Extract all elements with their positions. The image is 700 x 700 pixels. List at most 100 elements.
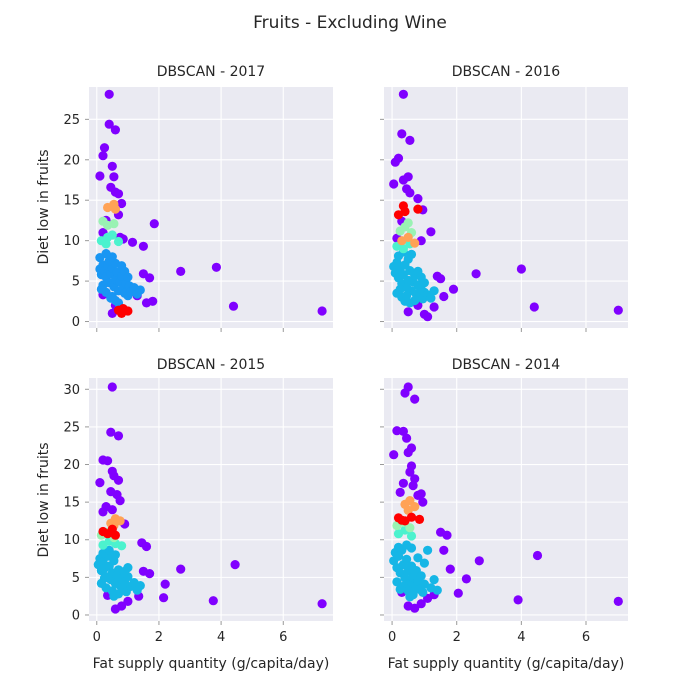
x-tick-label: 4 [217, 630, 225, 645]
point-noise [445, 564, 455, 574]
x-tick-label: 0 [388, 630, 396, 645]
tick-labels [380, 118, 587, 332]
point-noise [141, 541, 152, 552]
data-points [389, 89, 623, 322]
point-orange [403, 232, 413, 242]
point-noise [413, 194, 423, 204]
point-noise [429, 302, 439, 312]
point-noise [516, 264, 527, 274]
point-aqua [117, 541, 127, 551]
point-noise [110, 604, 120, 614]
point-noise [141, 298, 152, 308]
point-noise [104, 89, 114, 99]
point-skyblue [405, 592, 415, 602]
y-tick-label: 10 [63, 234, 80, 249]
point-skyblue [406, 249, 417, 259]
tick-labels: 0 5 10 15 20 25 [63, 113, 284, 332]
gridlines [89, 87, 333, 328]
point-noise [613, 596, 623, 607]
point-noise [410, 394, 420, 404]
point-skyblue [426, 293, 436, 303]
y-axis-label-top: Diet low in fruits [36, 149, 52, 264]
point-noise [107, 382, 117, 392]
point-skyblue [406, 543, 417, 553]
y-tick-label: 25 [63, 420, 80, 435]
point-noise [405, 188, 415, 198]
point-noise [113, 189, 124, 199]
point-noise [418, 497, 428, 507]
y-tick-label: 15 [63, 496, 80, 511]
point-skyblue [429, 575, 439, 585]
x-tick-label: 0 [93, 630, 101, 645]
x-tick-label: 2 [453, 630, 461, 645]
y-tick-label: 5 [72, 275, 80, 290]
point-noise [408, 481, 418, 491]
point-noise [101, 502, 111, 512]
point-orange [403, 505, 413, 515]
point-noise [208, 596, 218, 606]
point-noise [98, 151, 108, 161]
point-noise [532, 550, 543, 561]
point-aqua [103, 232, 113, 242]
point-aqua [113, 236, 124, 247]
subplot-title: DBSCAN - 2017 [157, 64, 265, 80]
point-noise [405, 467, 415, 477]
point-skyblue [416, 571, 426, 581]
figure-title: Fruits - Excluding Wine [253, 13, 447, 33]
point-red [397, 515, 407, 525]
point-noise [513, 595, 523, 605]
y-tick-label: 0 [72, 315, 80, 330]
data-points [95, 89, 327, 318]
point-noise [138, 241, 148, 251]
point-blue [96, 284, 106, 294]
point-noise [113, 431, 124, 441]
point-skyblue [99, 573, 110, 583]
tick-labels: 0 2 4 6 [380, 388, 590, 645]
point-skyblue [423, 545, 433, 555]
gridlines [384, 87, 628, 328]
x-tick-label: 4 [517, 630, 525, 645]
point-skyblue [392, 577, 402, 587]
point-noise [104, 119, 114, 129]
point-noise [228, 301, 239, 311]
point-skyblue [395, 584, 405, 595]
tick-labels: 0 2 4 6 0 5 10 15 20 25 30 [63, 383, 287, 645]
subplot-title: DBSCAN - 2014 [452, 357, 561, 373]
subplot-title: DBSCAN - 2016 [452, 64, 561, 80]
point-noise [402, 433, 412, 443]
subplot-2016: DBSCAN - 2016 [380, 64, 628, 332]
point-noise [403, 601, 413, 611]
y-tick-label: 30 [63, 383, 80, 398]
point-noise [149, 219, 159, 229]
y-tick-label: 20 [63, 458, 80, 473]
point-noise [416, 599, 426, 609]
point-noise [397, 129, 407, 139]
point-noise [115, 496, 125, 506]
subplot-2015: DBSCAN - 2015 0 2 4 6 0 5 10 15 20 25 30 [63, 357, 333, 645]
point-noise [442, 530, 452, 540]
point-noise [448, 284, 459, 294]
point-blue [123, 272, 133, 282]
point-skyblue [402, 554, 412, 564]
point-skyblue [429, 286, 439, 296]
point-noise [529, 302, 539, 312]
gridlines [89, 378, 333, 621]
data-points [389, 382, 623, 613]
point-noise [145, 273, 155, 283]
point-noise [317, 599, 327, 609]
point-noise [107, 161, 117, 171]
point-noise [390, 157, 400, 167]
y-axis-label-bottom: Diet low in fruits [36, 442, 52, 557]
point-red [414, 514, 425, 525]
point-noise [103, 456, 113, 466]
point-skyblue [419, 558, 429, 568]
point-aqua [398, 244, 408, 254]
point-noise [400, 388, 410, 398]
point-red [406, 512, 417, 522]
point-noise [395, 487, 405, 497]
point-noise [613, 305, 623, 315]
point-noise [413, 490, 423, 500]
point-orange [110, 204, 120, 214]
point-noise [106, 427, 116, 437]
